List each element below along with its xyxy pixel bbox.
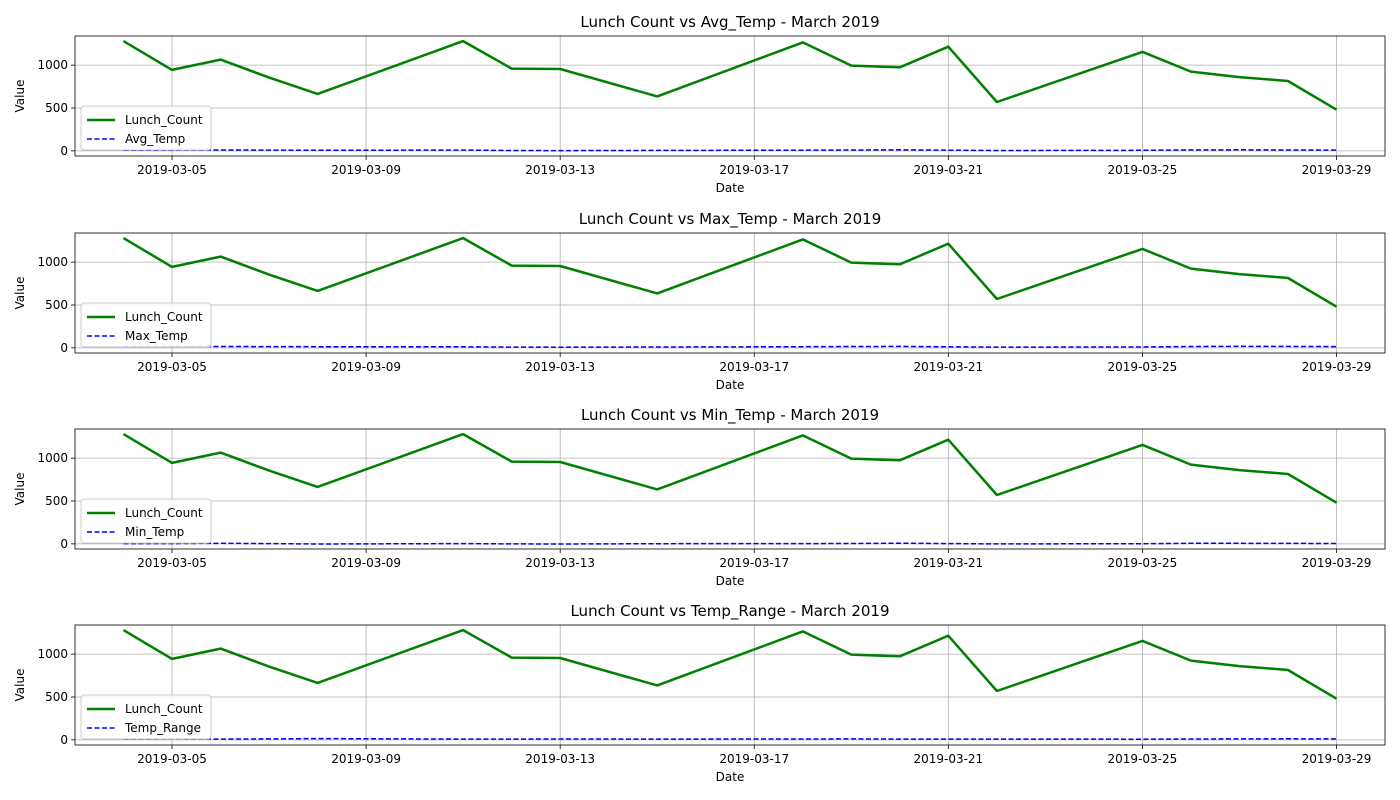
y-axis-label: Value — [13, 473, 27, 506]
series-line-temp-range — [123, 737, 1337, 740]
series-line-lunch-count — [122, 39, 1338, 111]
x-tick-label: 2019-03-09 — [331, 556, 401, 570]
x-tick-label: 2019-03-29 — [1302, 360, 1372, 374]
subplot-3: Lunch Count vs Min_Temp - March 2019 2019… — [13, 406, 1386, 588]
y-tick-label: 0 — [60, 341, 68, 355]
y-tick-label: 500 — [45, 690, 68, 704]
subplot-title: Lunch Count vs Min_Temp - March 2019 — [581, 406, 879, 425]
x-tick-label: 2019-03-25 — [1108, 752, 1178, 766]
y-axis-label: Value — [13, 277, 27, 310]
legend: Lunch_Count Min_Temp — [80, 498, 212, 544]
y-tick-label: 500 — [45, 494, 68, 508]
x-tick-label: 2019-03-29 — [1302, 752, 1372, 766]
x-tick-label: 2019-03-17 — [719, 556, 789, 570]
x-axis-label: Date — [716, 770, 745, 784]
x-tick-label: 2019-03-17 — [719, 360, 789, 374]
y-tick-label: 1000 — [37, 255, 68, 269]
x-tick-label: 2019-03-05 — [137, 360, 207, 374]
series-line-avg-temp — [123, 149, 1337, 152]
x-tick-label: 2019-03-21 — [913, 360, 983, 374]
axes-frame — [74, 428, 1386, 550]
legend: Lunch_Count Avg_Temp — [80, 105, 212, 151]
legend: Lunch_Count Temp_Range — [80, 694, 212, 740]
x-tick-label: 2019-03-21 — [913, 163, 983, 177]
legend-label-temp: Min_Temp — [125, 525, 184, 539]
x-tick-label: 2019-03-13 — [525, 360, 595, 374]
y-tick-label: 500 — [45, 298, 68, 312]
legend-label-lunch-count: Lunch_Count — [125, 506, 203, 520]
subplot-1: Lunch Count vs Avg_Temp - March 2019 2019… — [13, 13, 1386, 195]
axes-frame — [74, 232, 1386, 354]
x-tick-label: 2019-03-17 — [719, 163, 789, 177]
y-axis-label: Value — [13, 669, 27, 702]
subplot-title: Lunch Count vs Max_Temp - March 2019 — [579, 210, 882, 229]
y-axis-label: Value — [13, 80, 27, 113]
x-tick-label: 2019-03-21 — [913, 752, 983, 766]
subplot-title: Lunch Count vs Temp_Range - March 2019 — [570, 602, 889, 621]
x-tick-label: 2019-03-13 — [525, 556, 595, 570]
legend-label-lunch-count: Lunch_Count — [125, 310, 203, 324]
x-tick-label: 2019-03-05 — [137, 752, 207, 766]
x-axis-label: Date — [716, 181, 745, 195]
legend-label-lunch-count: Lunch_Count — [125, 702, 203, 716]
x-tick-label: 2019-03-09 — [331, 752, 401, 766]
y-tick-label: 500 — [45, 101, 68, 115]
y-tick-label: 1000 — [37, 451, 68, 465]
subplot-2: Lunch Count vs Max_Temp - March 2019 2019… — [13, 210, 1386, 392]
series-line-lunch-count — [122, 432, 1338, 504]
x-tick-label: 2019-03-09 — [331, 163, 401, 177]
x-tick-label: 2019-03-25 — [1108, 360, 1178, 374]
subplot-title: Lunch Count vs Avg_Temp - March 2019 — [580, 13, 879, 32]
x-tick-label: 2019-03-05 — [137, 163, 207, 177]
axes-frame — [74, 624, 1386, 746]
x-tick-label: 2019-03-29 — [1302, 556, 1372, 570]
legend-label-temp: Max_Temp — [125, 329, 188, 343]
legend-label-lunch-count: Lunch_Count — [125, 113, 203, 127]
x-tick-label: 2019-03-05 — [137, 556, 207, 570]
y-tick-label: 1000 — [37, 647, 68, 661]
x-axis-label: Date — [716, 574, 745, 588]
y-tick-label: 0 — [60, 733, 68, 747]
x-tick-label: 2019-03-17 — [719, 752, 789, 766]
y-tick-label: 0 — [60, 144, 68, 158]
x-tick-label: 2019-03-13 — [525, 752, 595, 766]
x-axis-label: Date — [716, 378, 745, 392]
x-tick-label: 2019-03-25 — [1108, 556, 1178, 570]
legend-label-temp: Temp_Range — [124, 721, 201, 735]
axes-frame — [74, 35, 1386, 157]
series-line-lunch-count — [122, 236, 1338, 308]
x-tick-label: 2019-03-25 — [1108, 163, 1178, 177]
series-line-max-temp — [123, 345, 1337, 348]
subplot-4: Lunch Count vs Temp_Range - March 2019 20… — [13, 602, 1386, 784]
x-tick-label: 2019-03-21 — [913, 556, 983, 570]
legend: Lunch_Count Max_Temp — [80, 302, 212, 348]
series-line-lunch-count — [122, 628, 1338, 700]
legend-label-temp: Avg_Temp — [125, 132, 185, 146]
y-tick-label: 1000 — [37, 58, 68, 72]
x-tick-label: 2019-03-29 — [1302, 163, 1372, 177]
x-tick-label: 2019-03-09 — [331, 360, 401, 374]
y-tick-label: 0 — [60, 537, 68, 551]
x-tick-label: 2019-03-13 — [525, 163, 595, 177]
series-line-min-temp — [123, 542, 1337, 545]
